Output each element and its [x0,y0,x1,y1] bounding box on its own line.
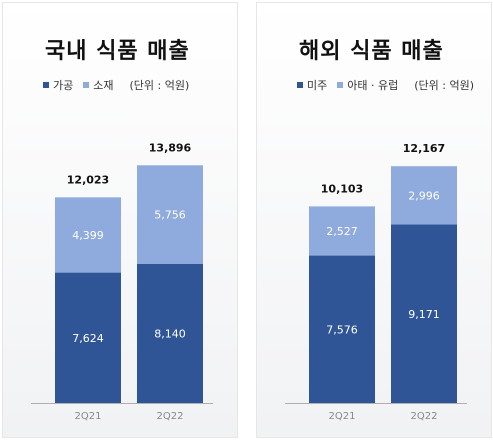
x-tick-label: 2Q22 [411,411,438,422]
legend-item-americas: 미주 [297,77,327,93]
overseas-sales-chart: 7,576 2,527 10,103 2Q21 9,171 2,996 12,167 2Q22 [285,142,467,422]
overseas-sales-panel: 해외 식품 매출 미주 아태 · 유럽 (단위 : 억원) 7,576 2,527… [256,2,492,438]
legend-label: 가공 [53,79,74,92]
legend-swatch [297,82,303,88]
legend-label: 소재 [93,79,114,92]
data-label: 4,399 [72,229,104,242]
x-tick-label: 2Q21 [329,411,356,422]
legend-swatch [43,82,49,88]
total-label: 10,103 [321,182,363,195]
legend-item-processed: 가공 [43,77,73,93]
legend: 가공 소재 (단위 : 억원) [43,77,189,93]
bar-segment-2q22-series-1 [137,165,203,264]
legend-swatch [337,82,344,88]
bar-segment-2q21-series-1 [55,197,121,273]
data-label: 8,140 [154,327,186,340]
legend-label: 아태 · 유럽 [347,79,399,92]
domestic-sales-chart: 7,624 4,399 12,023 2Q21 8,140 5,756 13,896 2Q22 [31,141,213,422]
bar-segment-2q22-series-0 [391,224,457,403]
data-label: 7,624 [72,332,104,345]
total-label: 12,023 [67,173,109,186]
data-label: 9,171 [408,308,440,321]
data-label: 2,996 [408,189,440,202]
bar-segment-2q21-series-1 [309,206,375,256]
legend-item-material: 소재 [83,77,114,93]
data-label: 2,527 [326,225,358,238]
bar-segment-2q22-series-1 [391,166,457,225]
x-tick-label: 2Q22 [157,411,184,422]
legend-swatch [83,82,90,88]
chart-title: 해외 식품 매출 [299,39,444,64]
bar-segment-2q21-series-0 [309,255,375,403]
legend-item-apac-europe: 아태 · 유럽 [337,77,398,93]
unit-label: (단위 : 억원) [129,79,190,92]
bar-segment-2q22-series-0 [137,263,203,403]
unit-label: (단위 : 억원) [414,79,474,92]
legend-label: 미주 [307,79,328,92]
bar-segment-2q21-series-0 [55,272,121,403]
data-label: 7,576 [326,323,358,336]
legend: 미주 아태 · 유럽 (단위 : 억원) [297,77,474,93]
data-label: 5,756 [154,209,186,222]
total-label: 13,896 [149,141,192,154]
total-label: 12,167 [403,142,445,155]
domestic-sales-panel: 국내 식품 매출 가공 소재 (단위 : 억원) 7,624 4,399 12,02… [2,2,238,438]
x-tick-label: 2Q21 [75,411,102,422]
chart-title: 국내 식품 매출 [45,39,190,64]
